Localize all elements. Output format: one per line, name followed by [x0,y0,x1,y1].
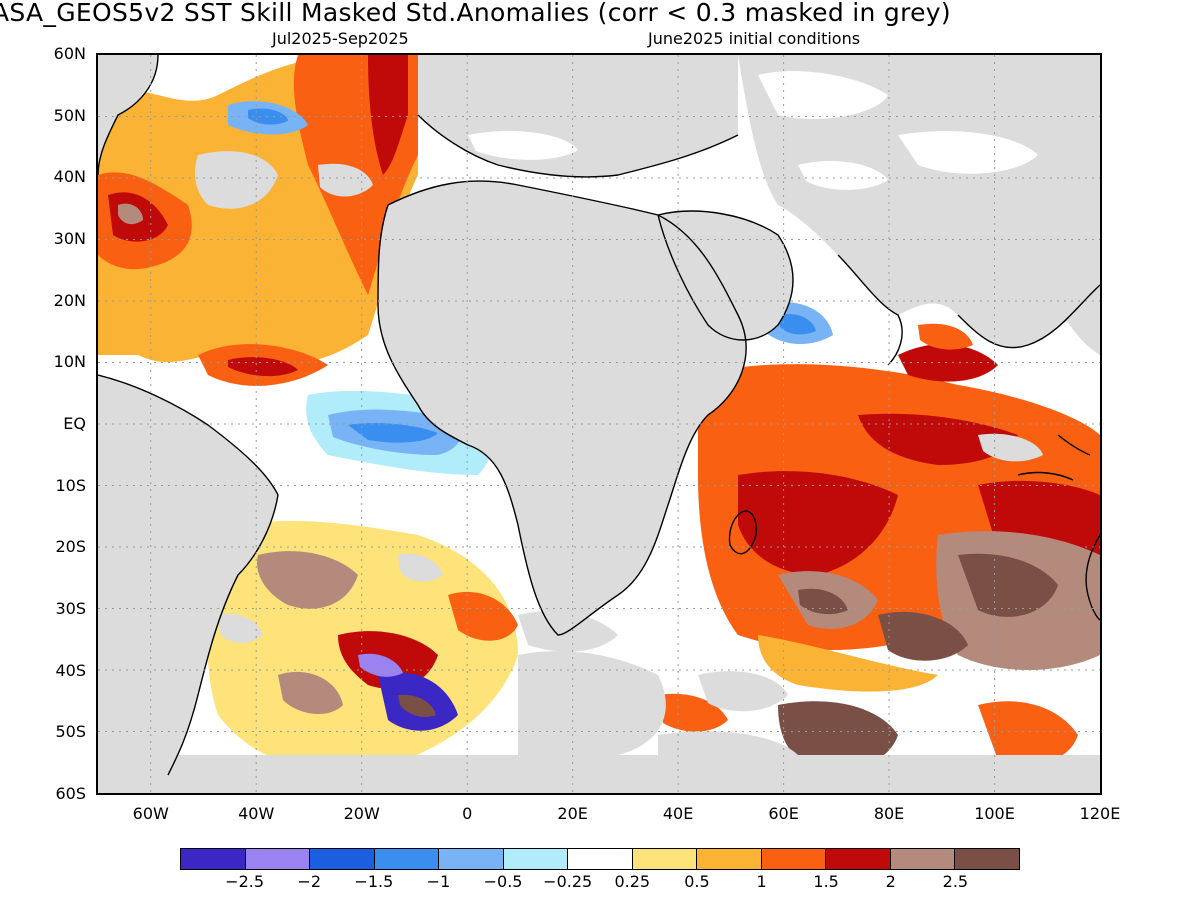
colorbar-swatch [310,849,375,869]
colorbar-label: 1 [756,872,767,891]
lon-label-60w: 60W [132,804,169,823]
colorbar-label: −2 [297,872,322,891]
lat-label-40n: 40N [53,167,86,187]
lat-label-30n: 30N [53,229,86,248]
colorbar-label: −2.5 [225,872,265,891]
lat-label-60n: 60N [53,44,86,63]
map-panel [96,53,1102,795]
colorbar-swatch [439,849,504,869]
lat-label-10s: 10S [55,475,86,495]
lon-label-0: 0 [462,804,473,823]
lat-label-10n: 10N [53,352,86,372]
lat-label-60s: 60S [55,784,86,803]
colorbar-label: −0.25 [543,872,593,891]
map-title: ASA_GEOS5v2 SST Skill Masked Std.Anomali… [0,0,951,27]
lat-label-eq: EQ [63,414,86,433]
colorbar-label: −1 [426,872,451,891]
colorbar-label: 0.5 [684,872,710,891]
forecast-period: Jul2025-Sep2025 [272,29,409,48]
colorbar-swatch [503,849,569,869]
lon-label-100e: 100E [974,804,1015,823]
sst-anomaly-map [98,55,1100,793]
colorbar-label: 0.25 [614,872,651,891]
colorbar [180,848,1020,870]
colorbar-label: 2.5 [942,872,969,891]
lon-label-20e: 20E [557,804,588,823]
lat-label-50n: 50N [53,105,86,125]
lat-label-20s: 20S [55,537,86,557]
lon-label-40w: 40W [238,804,275,823]
lat-label-50s: 50S [55,722,86,742]
lon-label-120e: 120E [1079,804,1121,823]
colorbar-swatch [890,849,956,869]
lat-label-20n: 20N [53,290,86,310]
lat-label-40s: 40S [55,660,86,680]
colorbar-swatch [374,849,440,869]
colorbar-swatch [697,849,762,869]
colorbar-label: −1.5 [354,872,394,891]
colorbar-swatch [761,849,827,869]
colorbar-swatch [955,849,1019,869]
lon-label-60e: 60E [768,804,799,823]
lat-label-30s: 30S [55,599,86,618]
colorbar-swatch [245,849,311,869]
colorbar-label: −0.5 [483,872,523,891]
colorbar-swatch [632,849,698,869]
colorbar-label: 1.5 [813,872,839,891]
colorbar-swatch [826,849,891,869]
graticule [98,55,1100,793]
colorbar-swatch [181,849,246,869]
lon-label-20w: 20W [343,804,380,823]
colorbar-swatch [568,849,633,869]
colorbar-label: 2 [885,872,896,891]
lon-label-40e: 40E [662,804,694,823]
initial-conditions: June2025 initial conditions [648,29,861,48]
lon-label-80e: 80E [873,804,905,823]
